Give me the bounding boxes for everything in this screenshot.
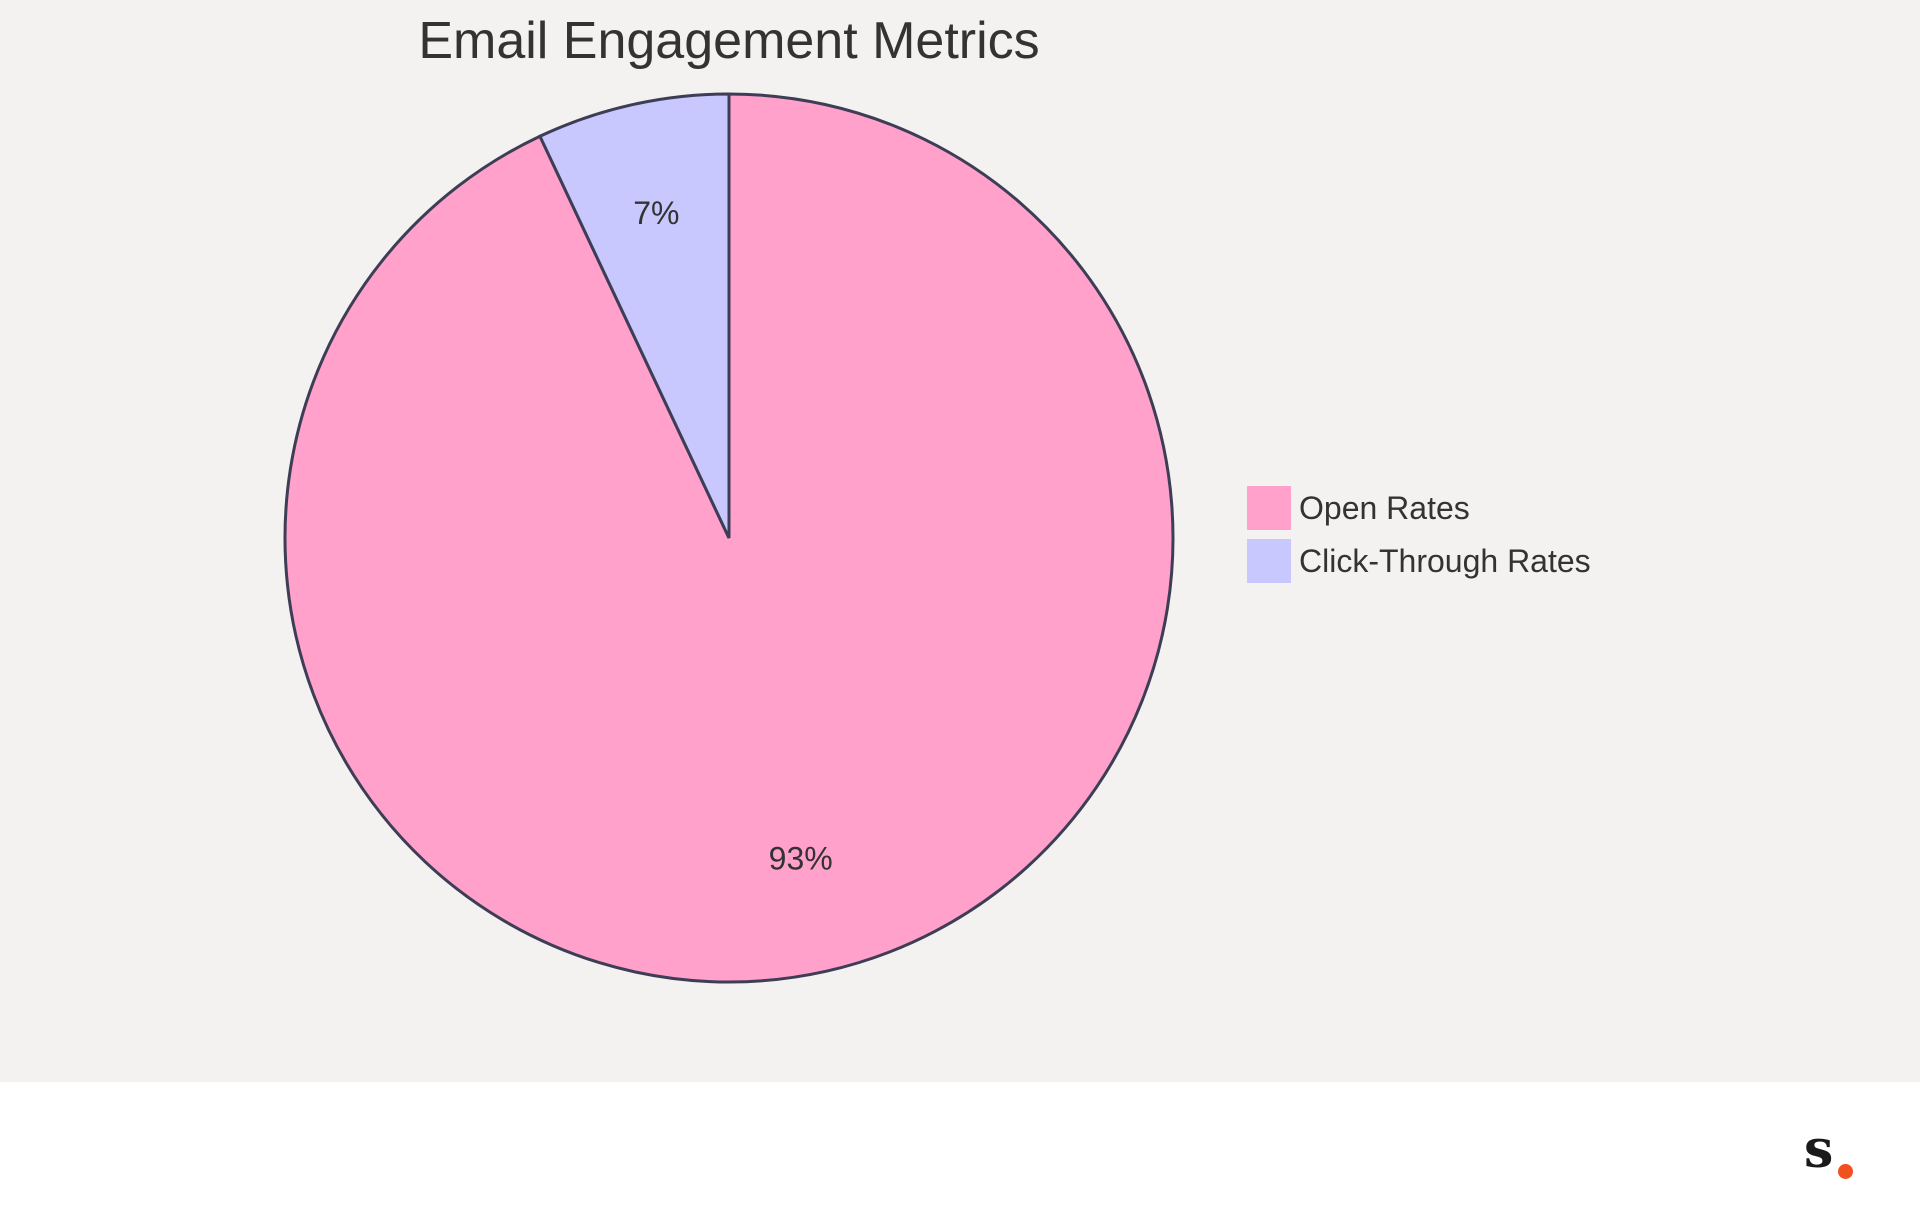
footer: [0, 1082, 1920, 1215]
pie-slice-click-through-rates: [537, 92, 731, 539]
logo-letter: s: [1804, 1119, 1834, 1180]
legend-swatch: [1247, 486, 1291, 530]
legend: Open Rates Click-Through Rates: [1247, 486, 1591, 583]
legend-label: Click-Through Rates: [1299, 543, 1591, 579]
chart-area: Email Engagement Metrics 93% 7% Open Rate…: [0, 0, 1920, 1082]
slice-label: 7%: [633, 195, 679, 231]
logo-dot: [1838, 1164, 1853, 1179]
legend-label: Open Rates: [1299, 490, 1470, 526]
s-dot-logo-icon: s: [1804, 1122, 1864, 1184]
pie-chart: Email Engagement Metrics 93% 7% Open Rate…: [283, 12, 1591, 984]
chart-title: Email Engagement Metrics: [418, 12, 1039, 70]
slice-labels: 93% 7%: [633, 195, 832, 877]
slice-label: 93%: [769, 841, 833, 877]
legend-swatch: [1247, 539, 1291, 583]
pie-slices: [283, 92, 1175, 984]
